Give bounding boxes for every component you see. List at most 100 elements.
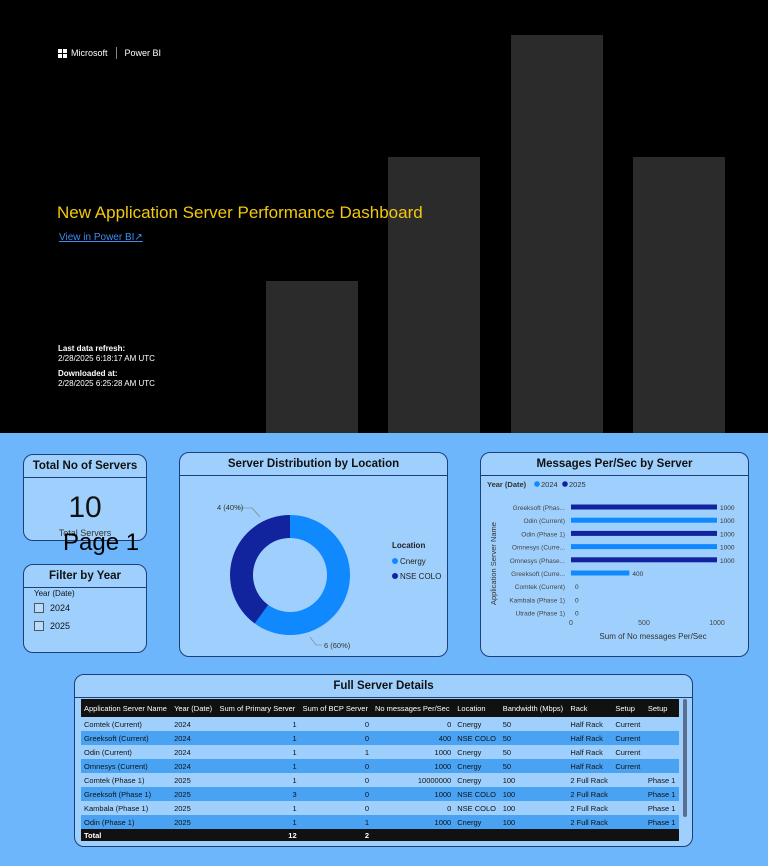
table-cell: 1 [216, 745, 300, 759]
bar-2025[interactable] [571, 504, 717, 510]
table-cell: 1000 [371, 815, 455, 829]
donut-label-nse: 4 (40%) [217, 503, 244, 512]
bar-data-label: 0 [575, 611, 579, 618]
table-cell: 1 [216, 815, 300, 829]
table-cell: Cnergy [454, 773, 500, 787]
table-cell: 1 [216, 759, 300, 773]
checkbox-2025[interactable] [34, 621, 44, 631]
legend-dot-cnergy [392, 558, 398, 564]
table-row[interactable]: Odin (Phase 1) 2025 1 1 1000 Cnergy 100 2 Full … [81, 815, 679, 829]
bar-2024[interactable] [571, 544, 717, 550]
bar-2025[interactable] [571, 530, 717, 536]
table-cell: 2024 [171, 759, 217, 773]
table-cell: 50 [499, 759, 568, 773]
table-cell: Half Rack [567, 731, 613, 745]
column-header[interactable]: Year (Date) [171, 699, 217, 717]
view-in-powerbi-link[interactable]: View in Power BI↗ [59, 232, 143, 243]
donut-slice-nse-colo[interactable] [230, 515, 290, 624]
kpi-card[interactable]: Total No of Servers 10 Total Servers [23, 454, 147, 541]
table-viewport[interactable]: Application Server Name Year (Date) Sum of… [81, 699, 679, 845]
donut-legend-nse[interactable]: NSE COLO [400, 572, 441, 581]
table-cell: 0 [371, 801, 455, 815]
column-header[interactable]: Sum of Primary Server [216, 699, 300, 717]
bar-2025[interactable] [571, 557, 717, 563]
column-header[interactable]: Setup [612, 699, 645, 717]
donut-leader-cnergy [309, 636, 322, 646]
downloaded-at: Downloaded at: 2/28/2025 6:25:28 AM UTC [58, 369, 155, 389]
checkbox-2024[interactable] [34, 603, 44, 613]
table-cell: 0 [371, 717, 455, 731]
table-cell: 2025 [171, 801, 217, 815]
table-cell: Cnergy [454, 745, 500, 759]
filter-option-2025[interactable]: 2025 [34, 621, 70, 631]
x-tick-0: 0 [569, 620, 573, 627]
table-title: Full Server Details [75, 675, 692, 698]
column-header[interactable]: Setup [644, 699, 679, 717]
bar-legend-2024[interactable]: 2024 [541, 480, 558, 489]
donut-leader-nse [237, 507, 261, 518]
table-cell: Phase 1 [644, 815, 679, 829]
total-cell [454, 829, 500, 841]
page-label: Page 1 [63, 529, 140, 556]
bar-2024[interactable] [571, 517, 717, 523]
brand-microsoft: Microsoft [71, 48, 108, 58]
table-cell: Cnergy [454, 815, 500, 829]
column-header[interactable]: Sum of BCP Server [299, 699, 372, 717]
table-row[interactable]: Odin (Current) 2024 1 1 1000 Cnergy 50 Half Rac… [81, 745, 679, 759]
table-scrollbar[interactable] [683, 699, 687, 817]
table-row[interactable]: Comtek (Current) 2024 1 0 0 Cnergy 50 Half Rack… [81, 717, 679, 731]
table-cell: 2 Full Rack [567, 801, 613, 815]
total-cell [499, 829, 568, 841]
bar-data-label: 1000 [720, 545, 735, 552]
donut-chart-card[interactable]: Server Distribution by Location 4 (40%) … [179, 452, 448, 657]
total-cell: Total [81, 829, 172, 841]
table-header-row: Application Server Name Year (Date) Sum of… [81, 699, 679, 717]
table-cell: Phase 1 [644, 787, 679, 801]
table-row[interactable]: Comtek (Phase 1) 2025 1 0 10000000 Cnergy 100 2… [81, 773, 679, 787]
bar-data-label: 400 [632, 571, 643, 578]
column-header[interactable]: Rack [567, 699, 613, 717]
downloaded-label: Downloaded at: [58, 369, 118, 378]
last-refresh: Last data refresh: 2/28/2025 6:18:17 AM … [58, 344, 155, 364]
bar-chart-card[interactable]: Messages Per/Sec by Server Year (Date) 2… [480, 452, 749, 657]
table-cell: 50 [499, 745, 568, 759]
column-header[interactable]: No messages Per/Sec [371, 699, 455, 717]
table-cell: Phase 1 [644, 801, 679, 815]
server-details-table-card[interactable]: Full Server Details Application Server N… [74, 674, 693, 847]
table-row[interactable]: Greeksoft (Phase 1) 2025 3 0 1000 NSE COLO 100… [81, 787, 679, 801]
table-cell [644, 717, 679, 731]
table-row[interactable]: Kambala (Phase 1) 2025 1 0 0 NSE COLO 100 2 Ful… [81, 801, 679, 815]
table-cell: 2 Full Rack [567, 773, 613, 787]
filter-option-2024[interactable]: 2024 [34, 603, 70, 613]
column-header[interactable]: Location [454, 699, 500, 717]
table-cell [644, 745, 679, 759]
table-row[interactable]: Greeksoft (Current) 2024 1 0 400 NSE COLO 50 Ha… [81, 731, 679, 745]
donut-legend-cnergy[interactable]: Cnergy [400, 557, 426, 566]
decorative-bar-2 [388, 157, 480, 433]
bar-data-label: 1000 [720, 558, 735, 565]
table-cell: 2025 [171, 773, 217, 787]
column-header[interactable]: Bandwidth (Mbps) [499, 699, 568, 717]
donut-legend-title: Location [392, 541, 425, 550]
microsoft-logo-icon [58, 48, 67, 58]
table-cell: 2024 [171, 717, 217, 731]
kpi-title: Total No of Servers [24, 455, 146, 478]
table-cell: 0 [299, 787, 372, 801]
kpi-label: Total Servers [58, 528, 112, 538]
last-refresh-label: Last data refresh: [58, 344, 126, 353]
y-tick-label: Utrade (Phase 1) [516, 611, 566, 618]
bar-2024[interactable] [571, 570, 630, 576]
year-filter-slicer[interactable]: Filter by Year Year (Date) 2024 2025 [23, 564, 147, 653]
donut-slice-cnergy[interactable] [254, 515, 350, 635]
table-cell: 1 [216, 801, 300, 815]
x-tick-1000: 1000 [709, 620, 725, 627]
report-title: New Application Server Performance Dashb… [57, 203, 423, 222]
view-link-text[interactable]: View in Power BI [59, 232, 135, 243]
filter-field-label: Year (Date) [34, 589, 75, 598]
table-cell: 1 [216, 773, 300, 787]
table-cell [644, 759, 679, 773]
bar-legend-2025[interactable]: 2025 [569, 480, 586, 489]
table-row[interactable]: Omnesys (Current) 2024 1 0 1000 Cnergy 50 Half … [81, 759, 679, 773]
column-header[interactable]: Application Server Name [81, 699, 172, 717]
total-cell [567, 829, 613, 841]
